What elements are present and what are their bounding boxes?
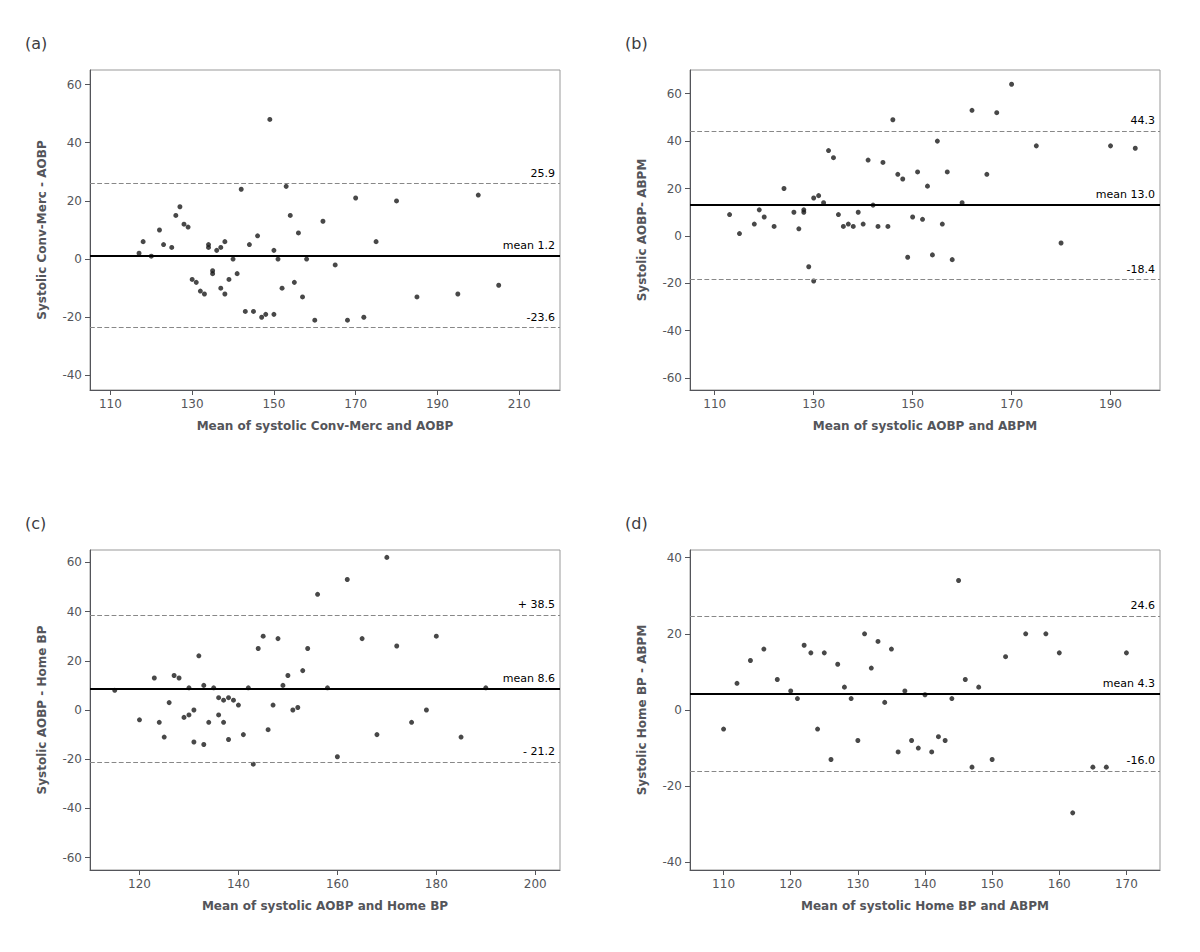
svg-text:mean 4.3: mean 4.3 — [1103, 677, 1155, 690]
svg-text:160: 160 — [1048, 877, 1071, 891]
svg-text:130: 130 — [802, 397, 825, 411]
svg-text:110: 110 — [99, 397, 122, 411]
svg-text:25.9: 25.9 — [531, 167, 556, 180]
svg-text:(b): (b) — [625, 34, 648, 53]
svg-text:110: 110 — [712, 877, 735, 891]
svg-text:0: 0 — [74, 252, 82, 266]
svg-text:130: 130 — [181, 397, 204, 411]
svg-text:-40: -40 — [62, 368, 82, 382]
svg-text:-40: -40 — [662, 324, 682, 338]
svg-text:Systolic Conv-Merc - AOBP: Systolic Conv-Merc - AOBP — [35, 140, 49, 320]
svg-text:150: 150 — [262, 397, 285, 411]
svg-text:mean 1.2: mean 1.2 — [503, 239, 555, 252]
svg-text:44.3: 44.3 — [1131, 114, 1156, 127]
svg-text:120: 120 — [128, 877, 151, 891]
svg-text:-40: -40 — [62, 801, 82, 815]
svg-text:40: 40 — [67, 136, 82, 150]
svg-text:170: 170 — [344, 397, 367, 411]
svg-text:170: 170 — [1115, 877, 1138, 891]
svg-text:-20: -20 — [62, 752, 82, 766]
svg-text:Systolic Home BP - ABPM: Systolic Home BP - ABPM — [635, 625, 649, 796]
svg-text:200: 200 — [524, 877, 547, 891]
svg-text:20: 20 — [67, 654, 82, 668]
svg-text:20: 20 — [667, 182, 682, 196]
svg-text:mean 13.0: mean 13.0 — [1096, 188, 1155, 201]
svg-text:130: 130 — [846, 877, 869, 891]
svg-text:0: 0 — [674, 703, 682, 717]
svg-text:190: 190 — [426, 397, 449, 411]
svg-text:-18.4: -18.4 — [1127, 263, 1155, 276]
svg-text:-23.6: -23.6 — [527, 311, 555, 324]
svg-text:20: 20 — [667, 627, 682, 641]
svg-text:Mean of systolic Conv-Merc and: Mean of systolic Conv-Merc and AOBP — [197, 419, 454, 433]
svg-text:Mean of systolic Home BP and A: Mean of systolic Home BP and ABPM — [801, 899, 1049, 913]
svg-text:160: 160 — [326, 877, 349, 891]
svg-text:-20: -20 — [62, 310, 82, 324]
svg-text:190: 190 — [1099, 397, 1122, 411]
svg-text:mean 8.6: mean 8.6 — [503, 672, 555, 685]
svg-text:40: 40 — [667, 134, 682, 148]
svg-text:-60: -60 — [662, 371, 682, 385]
svg-text:-60: -60 — [62, 851, 82, 865]
svg-text:60: 60 — [67, 78, 82, 92]
svg-text:140: 140 — [227, 877, 250, 891]
svg-text:40: 40 — [67, 605, 82, 619]
svg-text:210: 210 — [508, 397, 531, 411]
svg-text:24.6: 24.6 — [1131, 599, 1156, 612]
svg-text:Mean of systolic AOBP and ABPM: Mean of systolic AOBP and ABPM — [813, 419, 1037, 433]
svg-text:Systolic AOBP- ABPM: Systolic AOBP- ABPM — [635, 159, 649, 302]
svg-text:Systolic AOBP - Home BP: Systolic AOBP - Home BP — [35, 625, 49, 794]
svg-text:120: 120 — [779, 877, 802, 891]
svg-text:170: 170 — [1000, 397, 1023, 411]
svg-text:150: 150 — [981, 877, 1004, 891]
svg-text:+ 38.5: + 38.5 — [518, 598, 555, 611]
svg-text:(a): (a) — [25, 34, 47, 53]
svg-text:60: 60 — [67, 555, 82, 569]
svg-text:0: 0 — [674, 229, 682, 243]
svg-text:110: 110 — [703, 397, 726, 411]
svg-text:Mean of systolic AOBP and Home: Mean of systolic AOBP and Home BP — [202, 899, 448, 913]
svg-text:150: 150 — [901, 397, 924, 411]
svg-text:-20: -20 — [662, 276, 682, 290]
svg-text:40: 40 — [667, 551, 682, 565]
svg-text:-40: -40 — [662, 855, 682, 869]
svg-text:-16.0: -16.0 — [1127, 754, 1155, 767]
svg-text:(d): (d) — [625, 514, 648, 533]
svg-text:180: 180 — [425, 877, 448, 891]
svg-text:140: 140 — [914, 877, 937, 891]
svg-text:0: 0 — [74, 703, 82, 717]
svg-text:20: 20 — [67, 194, 82, 208]
svg-text:(c): (c) — [25, 514, 46, 533]
svg-text:-20: -20 — [662, 779, 682, 793]
svg-text:- 21.2: - 21.2 — [523, 745, 555, 758]
svg-text:60: 60 — [667, 87, 682, 101]
